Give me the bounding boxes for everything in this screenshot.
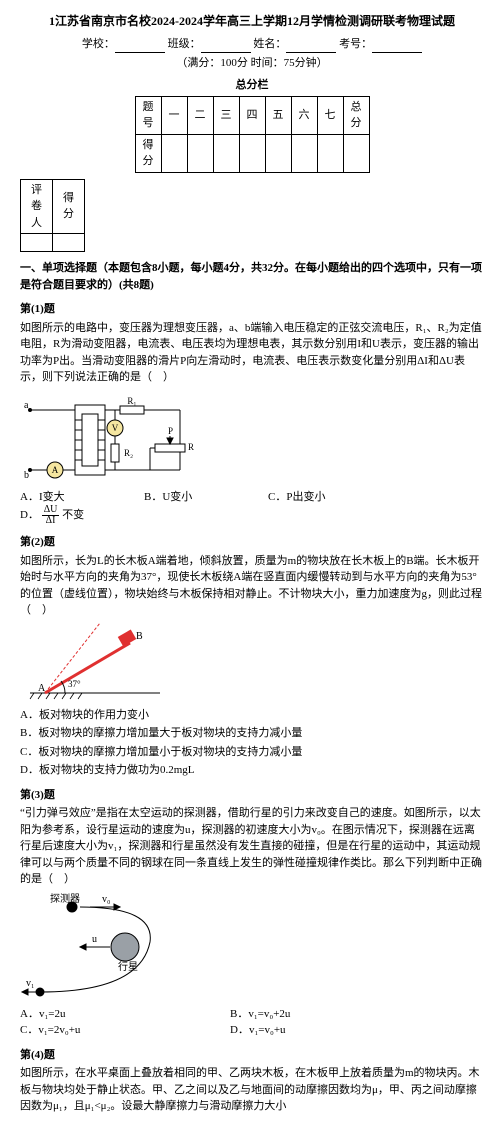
score-th: 三 [213,96,239,134]
blank-class [201,41,251,53]
label-V: V [112,423,119,433]
label-u: u [92,934,97,945]
q3-body: “引力弹弓效应”是指在太空运动的探测器，借助行星的引力来改变自己的速度。如图所示… [20,805,484,888]
score-td [317,134,343,172]
score-table: 题号 一 二 三 四 五 六 七 总分 得分 [135,96,370,173]
score-th: 总分 [343,96,369,134]
label-v1: v₁ [26,978,35,989]
choice-B: B．板对物块的摩擦力增加量大于板对物块的支持力减小量 [20,725,484,742]
label-A: A [52,465,59,475]
q4-body: 如图所示，在水平桌面上叠放着相同的甲、乙两块木板，在木板甲上放着质量为m的物块丙… [20,1065,484,1115]
label-v0: v₀ [102,894,111,905]
score-th: 六 [291,96,317,134]
choice-C: C．v₁=2v₀+u [20,1022,170,1039]
choice-D-prefix: D． [20,509,39,521]
label-probe: 探测器 [50,892,80,905]
q2-body: 如图所示，长为L的长木板A端着地，倾斜放置，质量为m的物块放在长木板上的B端。长… [20,553,484,619]
blank-school [115,41,165,53]
meta-line: 学校： 班级： 姓名： 考号： [20,36,484,53]
page-title: 1江苏省南京市名校2024-2024学年高三上学期12月学情检测调研联考物理试题 [20,12,484,30]
label-R1: R₁ [127,396,136,406]
label-a: a [24,400,29,411]
label-A2: A [38,683,46,694]
choice-C: C．板对物块的摩擦力增加量小于板对物块的支持力减小量 [20,744,484,761]
label-planet: 行星 [118,960,138,973]
label-B2: B [136,631,143,642]
score-th: 四 [239,96,265,134]
choice-D-suffix: 不变 [62,509,84,521]
timing: （满分：100分 时间：75分钟） [20,55,484,72]
q3-num: 第(3)题 [20,787,484,804]
label-R2: R₂ [124,448,133,458]
q3-figure: 探测器 v₀ 行星 u v₁ [20,892,484,1002]
grader-table: 评卷人 得分 [20,179,85,253]
grader-c2: 得分 [53,179,85,234]
score-td [265,134,291,172]
choice-B: B．U变小 [144,489,244,506]
score-td [291,134,317,172]
score-th: 七 [317,96,343,134]
label-P: P [168,426,173,436]
choice-C: C．P出变小 [268,489,368,506]
grader-blank [53,234,85,252]
q1-body: 如图所示的电路中，变压器为理想变压器，a、b端输入电压稳定的正弦交流电压，R₁、… [20,320,484,386]
score-td: 得分 [135,134,161,172]
score-th: 二 [187,96,213,134]
score-th: 题号 [135,96,161,134]
q1-figure: a b A R₁ R P V R₂ [20,390,484,485]
grader-blank [21,234,53,252]
label-examno: 考号： [339,38,372,50]
choice-A: A．I变大 [20,489,120,506]
blank-name [286,41,336,53]
score-header: 总分栏 [20,77,484,94]
label-name: 姓名： [253,38,286,50]
label-class: 班级： [168,38,201,50]
score-td [161,134,187,172]
score-th: 五 [265,96,291,134]
label-R: R [188,442,194,452]
label-school: 学校： [82,38,115,50]
score-th: 一 [161,96,187,134]
choice-D-frac: ΔUΔI [42,505,60,526]
label-b: b [24,470,29,481]
q1-choices: A．I变大 B．U变小 C．P出变小 D． ΔUΔI 不变 [20,489,484,527]
grader-c1: 评卷人 [21,179,53,234]
section1-title: 一、单项选择题（本题包含8小题，每小题4分，共32分。在每小题给出的四个选项中，… [20,260,484,293]
q2-figure: 37° A B [20,623,484,703]
q2-num: 第(2)题 [20,534,484,551]
q1-num: 第(1)题 [20,301,484,318]
choice-D: D． ΔUΔI 不变 [20,505,120,526]
score-td [213,134,239,172]
choice-A: A．板对物块的作用力变小 [20,707,484,724]
score-td [343,134,369,172]
blank-examno [372,41,422,53]
score-td [187,134,213,172]
q3-choices: A．v₁=2u B．v₁=v₀+2u C．v₁=2v₀+u D．v₁=v₀+u [20,1006,484,1039]
choice-A: A．v₁=2u [20,1006,170,1023]
choice-B: B．v₁=v₀+2u [230,1006,380,1023]
choice-D: D．v₁=v₀+u [230,1022,380,1039]
q4-num: 第(4)题 [20,1047,484,1064]
choice-D: D．板对物块的支持力做功为0.2mgL [20,762,484,779]
score-td [239,134,265,172]
q2-choices: A．板对物块的作用力变小 B．板对物块的摩擦力增加量大于板对物块的支持力减小量 … [20,707,484,779]
label-ang: 37° [68,679,81,689]
